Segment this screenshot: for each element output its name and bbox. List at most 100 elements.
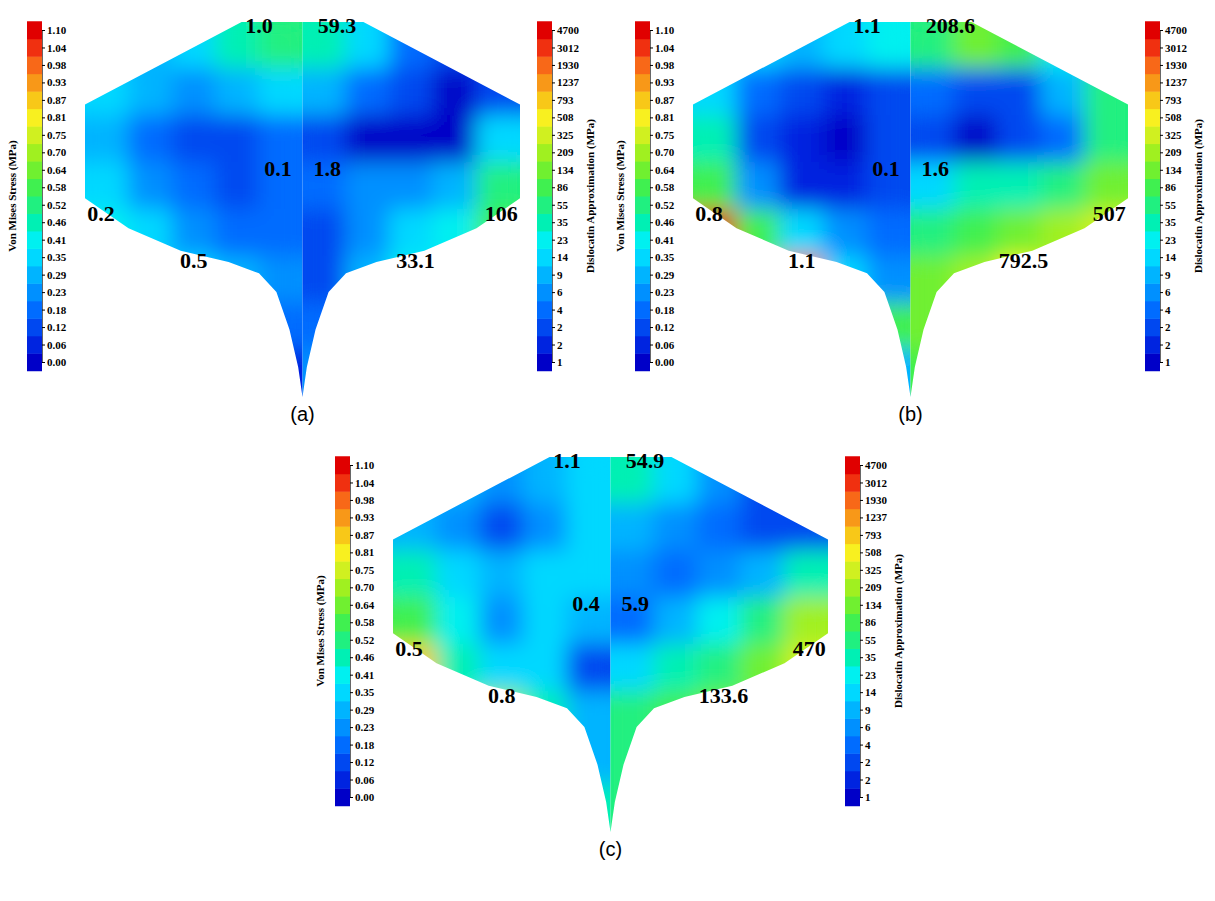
field-cell [389,162,434,210]
colorbar-tick: 1.10 [650,24,675,36]
colorbar-tick-mark [1160,327,1163,328]
colorbar-tick-label: 0.46 [655,216,675,228]
colorbar-tick-mark [350,465,353,466]
field-cell [302,256,347,304]
colorbar-box [1145,353,1160,371]
field-cell [259,68,304,116]
colorbar-tick: 0.06 [42,339,67,351]
colorbar-tick-mark [650,152,653,153]
colorbar-box [635,144,650,162]
colorbar-tick: 2 [860,774,871,786]
field-cell [610,785,655,833]
colorbar-tick: 0.52 [350,634,375,646]
colorbar-tick-label: 0.87 [655,94,675,106]
field-cell [433,209,478,257]
colorbar-box [335,579,350,597]
colorbar-tick: 0.70 [650,146,675,158]
colorbar-tick-mark [552,240,555,241]
colorbar-tick-label: 0.00 [655,356,675,368]
field-cell [259,303,304,351]
field-cell [823,256,868,304]
colorbar-tick-label: 6 [557,286,563,298]
colorbar-tick: 9 [1160,269,1171,281]
colorbar-box [27,196,42,214]
colorbar-box [27,39,42,57]
colorbar-tick-mark [350,570,353,571]
colorbar-box [1145,144,1160,162]
field-cell [1041,68,1086,116]
colorbar-box [27,56,42,74]
colorbar-tick-label: 0.70 [355,581,375,593]
field-cell [867,350,912,398]
colorbar-box [635,196,650,214]
colorbar-box [537,318,552,336]
dislocation-field [610,457,829,833]
colorbar-tick-mark [42,205,45,206]
colorbar-tick-label: 793 [1165,94,1182,106]
colorbar-tick: 86 [1160,181,1177,193]
colorbar-tick-label: 1.10 [47,24,67,36]
annotation: 0.5 [180,248,208,273]
colorbar-tick-mark [1160,187,1163,188]
colorbar-tick-label: 2 [865,774,871,786]
colorbar-tick-label: 1 [1165,356,1171,368]
field-cell [1041,115,1086,163]
colorbar-tick: 0.93 [42,76,67,88]
colorbar-title: Dislocatin Approximation (MPa) [1192,119,1205,273]
field-cell [523,644,568,692]
colorbar-tick-mark [42,117,45,118]
annotation: 0.1 [264,156,292,181]
colorbar-tick-mark [552,275,555,276]
colorbar-tick: 9 [552,269,563,281]
colorbar-tick: 508 [552,111,574,123]
field-cell [693,115,738,163]
colorbar-tick-mark [350,657,353,658]
panel: 0.000.060.120.180.230.290.350.410.460.52… [614,13,1205,425]
colorbar-title: Von Mises Stress (MPa) [6,140,19,252]
colorbar-tick-mark [552,135,555,136]
annotation: 1.1 [853,13,881,38]
field-cell [476,115,521,163]
colorbar-tick: 0.18 [42,304,67,316]
colorbar-tick-mark [1160,170,1163,171]
colorbar-tick: 0.58 [42,181,67,193]
field-cell [780,162,825,210]
colorbar-tick: 1 [1160,356,1171,368]
colorbar-tick-label: 35 [865,651,877,663]
colorbar-tick-mark [42,100,45,101]
colorbar-tick: 35 [1160,216,1177,228]
colorbar-tick-mark [650,100,653,101]
colorbar-tick: 0.46 [42,216,67,228]
colorbar-tick: 0.75 [42,129,67,141]
colorbar-tick-label: 508 [865,546,882,558]
colorbar-tick: 0.81 [350,546,374,558]
colorbar-tick-mark [650,222,653,223]
colorbar-tick: 3012 [552,41,580,53]
field-cell [85,115,130,163]
field-cell [215,115,260,163]
colorbar-tick-mark [42,82,45,83]
colorbar-tick-label: 3012 [865,476,888,488]
colorbar-tick: 0.29 [42,269,67,281]
colorbar-box [845,631,860,649]
field-cell [433,115,478,163]
field-cell [259,209,304,257]
colorbar-tick-mark [650,310,653,311]
annotation: 1.1 [788,248,816,273]
colorbar-tick-mark [860,482,863,483]
colorbar-tick-label: 0.64 [47,164,67,176]
colorbar-box [845,614,860,632]
colorbar-tick-mark [350,622,353,623]
field-cell [215,68,260,116]
colorbar-tick-label: 0.00 [355,791,375,803]
field-cell [997,115,1042,163]
field-cell [128,209,173,257]
colorbar-tick: 0.12 [42,321,67,333]
panel-label: (a) [290,403,314,425]
colorbar-tick: 134 [552,164,574,176]
colorbar-tick-label: 508 [557,111,574,123]
field-cell [741,597,786,645]
colorbar-tick-mark [860,657,863,658]
colorbar-tick-mark [42,275,45,276]
colorbar-tick-mark [42,170,45,171]
